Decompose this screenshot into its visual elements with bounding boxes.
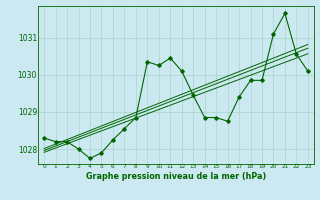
X-axis label: Graphe pression niveau de la mer (hPa): Graphe pression niveau de la mer (hPa) bbox=[86, 172, 266, 181]
